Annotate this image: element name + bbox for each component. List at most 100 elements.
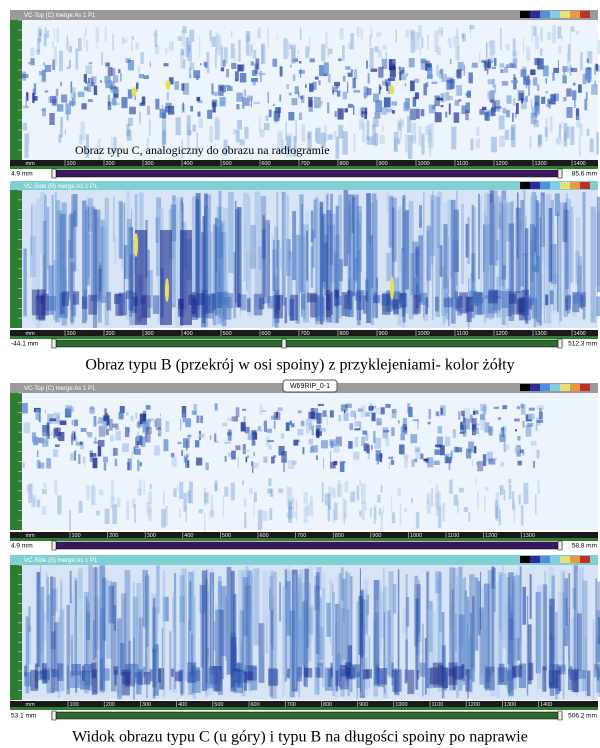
scan-texture-mark xyxy=(288,487,292,503)
scan-texture-mark xyxy=(392,60,396,64)
scan-texture-mark xyxy=(198,112,201,117)
scan-texture-mark xyxy=(150,61,151,67)
scan-texture-mark xyxy=(533,461,535,468)
scan-texture-mark xyxy=(242,409,246,411)
scan-texture-mark xyxy=(501,291,508,308)
scan-texture-mark xyxy=(390,66,396,78)
scan-texture-mark xyxy=(415,32,419,49)
scan-texture-mark xyxy=(381,485,383,492)
scan-texture-mark xyxy=(278,446,284,455)
scan-texture-mark xyxy=(84,671,93,685)
ruler-tick-label: 800 xyxy=(340,161,349,167)
scan-texture-mark xyxy=(371,28,373,39)
scan-texture-mark xyxy=(334,82,340,86)
color-scale xyxy=(580,11,590,18)
scan-texture-mark xyxy=(89,62,93,64)
color-scale xyxy=(550,182,560,189)
scan-texture-mark xyxy=(586,70,591,82)
scan-texture-mark xyxy=(267,489,272,494)
scan-texture-mark xyxy=(342,45,345,61)
scan-texture-mark xyxy=(506,95,511,103)
scan-texture-mark xyxy=(92,669,97,694)
scan-texture-mark xyxy=(160,414,161,417)
scan-texture-mark xyxy=(500,28,502,50)
scan-texture-mark xyxy=(437,65,439,76)
ruler-tick-label: 300 xyxy=(142,702,151,708)
scan-texture-mark xyxy=(391,427,394,436)
scan-texture-mark xyxy=(190,106,193,112)
scan-texture-mark xyxy=(357,486,359,501)
scan-texture-mark xyxy=(309,83,313,92)
scan-texture-mark xyxy=(350,33,354,49)
scan-texture-mark xyxy=(285,122,286,141)
scan-texture-mark xyxy=(70,671,80,688)
scan-texture-mark xyxy=(370,508,372,517)
scan-texture-mark xyxy=(155,99,159,110)
ruler-tick-label: 600 xyxy=(262,161,271,167)
scan-texture-mark xyxy=(94,85,97,95)
scan-texture-mark xyxy=(268,296,275,308)
scan-texture-mark xyxy=(504,67,508,73)
scan-texture-mark xyxy=(542,196,544,262)
range-start: 53.1 mm xyxy=(11,713,36,720)
scan-texture-mark xyxy=(330,410,334,417)
scan-texture-mark xyxy=(108,67,113,76)
color-scale xyxy=(560,11,570,18)
scan-texture-mark xyxy=(51,669,54,693)
scan-texture-mark xyxy=(376,200,378,288)
scan-texture-mark xyxy=(325,32,327,48)
indication-zone xyxy=(180,230,192,325)
scan-texture-mark xyxy=(306,505,310,516)
scan-texture-mark xyxy=(367,88,372,95)
scan-texture-mark xyxy=(74,433,76,440)
color-scale xyxy=(520,556,530,563)
scan-texture-mark xyxy=(113,197,115,242)
scan-texture-mark xyxy=(400,118,402,140)
scan-texture-mark xyxy=(197,293,205,305)
scan-texture-mark xyxy=(472,596,475,682)
scan-texture-mark xyxy=(298,91,299,97)
scan-texture-mark xyxy=(310,58,315,62)
scan-texture-mark xyxy=(154,445,160,455)
scan-texture-mark xyxy=(594,664,600,677)
scan-texture-mark xyxy=(339,259,343,281)
scan-texture-mark xyxy=(279,248,282,269)
scan-texture-mark xyxy=(494,58,496,66)
scan-texture-mark xyxy=(407,116,411,133)
scan-texture-mark xyxy=(513,78,516,90)
scan-texture-mark xyxy=(116,497,120,507)
scan-texture-mark xyxy=(165,47,167,55)
scan-texture-mark xyxy=(527,596,528,696)
scan-texture-mark xyxy=(139,103,145,106)
scan-texture-mark xyxy=(420,454,423,460)
scan-texture-mark xyxy=(536,105,540,114)
scan-texture-mark xyxy=(427,35,428,50)
scan-texture-mark xyxy=(280,66,283,76)
scan-texture-mark xyxy=(505,130,509,140)
scan-texture-mark xyxy=(291,423,295,427)
scan-texture-mark xyxy=(516,103,519,114)
scan-texture-mark xyxy=(105,27,107,42)
panel-header xyxy=(10,181,598,191)
scan-texture-mark xyxy=(22,72,26,81)
scan-texture-mark xyxy=(435,112,442,122)
scan-texture-mark xyxy=(456,85,462,96)
scan-texture-mark xyxy=(459,488,464,493)
scan-texture-mark xyxy=(122,443,129,452)
scan-texture-mark xyxy=(521,505,523,525)
scan-texture-mark xyxy=(477,491,479,511)
color-scale xyxy=(570,182,580,189)
scan-texture-mark xyxy=(235,445,240,450)
scan-texture-mark xyxy=(240,73,246,82)
scan-texture-mark xyxy=(488,459,495,465)
scan-texture-mark xyxy=(333,509,335,523)
scan-texture-mark xyxy=(211,495,213,512)
scan-texture-mark xyxy=(171,669,174,677)
scan-texture-mark xyxy=(236,104,239,109)
range-handle xyxy=(558,541,562,550)
scan-texture-mark xyxy=(274,295,283,319)
scan-texture-mark xyxy=(159,668,164,689)
scan-texture-mark xyxy=(186,506,187,522)
scan-texture-mark xyxy=(531,441,537,446)
scan-texture-mark xyxy=(328,49,330,58)
